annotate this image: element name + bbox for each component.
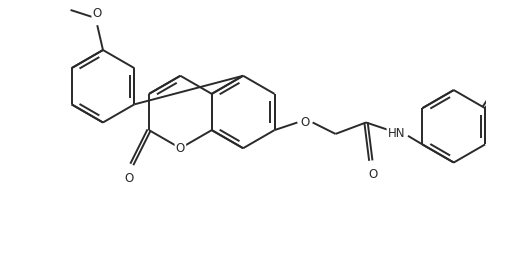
- Text: HN: HN: [387, 127, 405, 140]
- Text: O: O: [300, 116, 309, 129]
- Text: N: N: [506, 54, 509, 67]
- Text: O: O: [93, 7, 102, 20]
- Text: O: O: [367, 168, 377, 181]
- Text: O: O: [124, 172, 133, 185]
- Text: O: O: [176, 142, 185, 155]
